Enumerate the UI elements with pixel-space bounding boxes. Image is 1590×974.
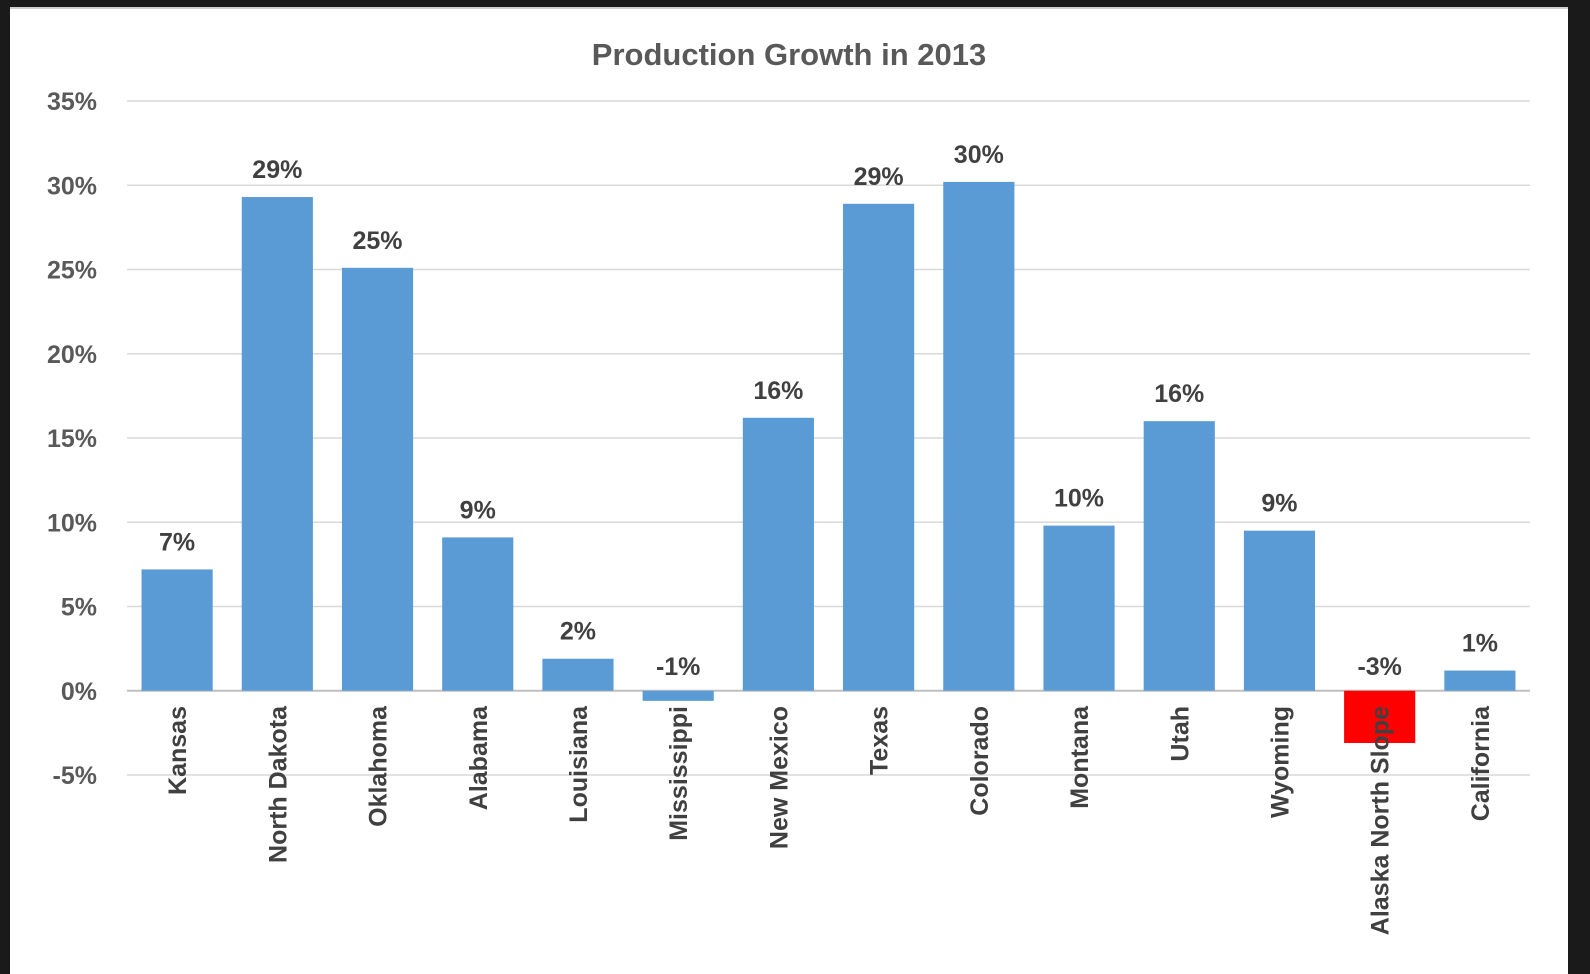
frame-border-top [0, 0, 1590, 7]
chart-title: Production Growth in 2013 [592, 37, 986, 72]
bar-mississippi [642, 690, 714, 701]
bar-texas [843, 203, 915, 691]
y-tick-label: 20% [47, 341, 97, 369]
frame-border-left [0, 0, 10, 974]
category-labels: Kansas North Dakota Oklahoma Alabama Louisia… [164, 705, 1495, 935]
data-labels: 7% 29% 25% 9% 2% -1% 16% 29% 30% 10% 16% 9% -3% 1% [159, 141, 1498, 681]
bar-louisiana [542, 658, 614, 691]
data-label: -1% [656, 653, 700, 681]
data-label: 30% [954, 141, 1004, 169]
category-label: Wyoming [1266, 706, 1294, 818]
data-label: 2% [560, 618, 596, 646]
gridlines [127, 100, 1530, 776]
category-label: Texas [866, 706, 894, 775]
y-tick-label: 35% [47, 88, 97, 116]
data-label: -3% [1357, 653, 1401, 681]
category-label: Alabama [465, 705, 493, 810]
category-label: Montana [1066, 705, 1094, 809]
data-label: 16% [753, 377, 803, 405]
y-tick-label: 10% [47, 509, 97, 537]
data-label: 16% [1154, 380, 1204, 408]
data-label: 1% [1462, 630, 1498, 658]
y-tick-label: 15% [47, 425, 97, 453]
bar-alaska-north-slope [1344, 690, 1416, 743]
frame-border-right [1568, 0, 1590, 974]
category-label: Louisiana [565, 705, 593, 823]
data-label: 29% [252, 156, 302, 184]
bar-alabama [442, 537, 514, 691]
y-axis-ticks: 35% 30% 25% 20% 15% 10% 5% 0% -5% [47, 88, 97, 790]
frame-border-top-inner [10, 7, 1568, 9]
category-label: Kansas [164, 706, 192, 795]
y-tick-label: 5% [61, 594, 97, 622]
y-tick-label: -5% [53, 762, 97, 790]
data-label: 25% [353, 227, 403, 255]
y-tick-label: 25% [47, 257, 97, 285]
data-label: 7% [159, 528, 195, 556]
category-label: North Dakota [264, 705, 292, 863]
category-label: Oklahoma [365, 705, 393, 827]
y-tick-label: 30% [47, 172, 97, 200]
category-label: Alaska North Slope [1367, 706, 1395, 935]
category-label: Utah [1166, 706, 1194, 762]
data-label: 29% [854, 163, 904, 191]
bar-wyoming [1243, 530, 1316, 691]
bar-colorado [943, 181, 1015, 691]
bar-kansas [141, 569, 213, 691]
bar-montana [1043, 525, 1115, 691]
bar-utah [1143, 421, 1215, 691]
data-label: 10% [1054, 485, 1104, 513]
category-label: Colorado [966, 706, 994, 816]
bar-north-dakota [241, 197, 313, 691]
bar-california [1444, 670, 1516, 691]
category-label: New Mexico [765, 706, 793, 849]
y-tick-label: 0% [61, 678, 97, 706]
category-label: California [1467, 705, 1495, 821]
data-label: 9% [1261, 490, 1297, 518]
bars [141, 181, 1516, 743]
category-label: Mississippi [665, 706, 693, 841]
bar-new-mexico [742, 417, 814, 691]
bar-oklahoma [341, 267, 414, 691]
data-label: 9% [460, 496, 496, 524]
